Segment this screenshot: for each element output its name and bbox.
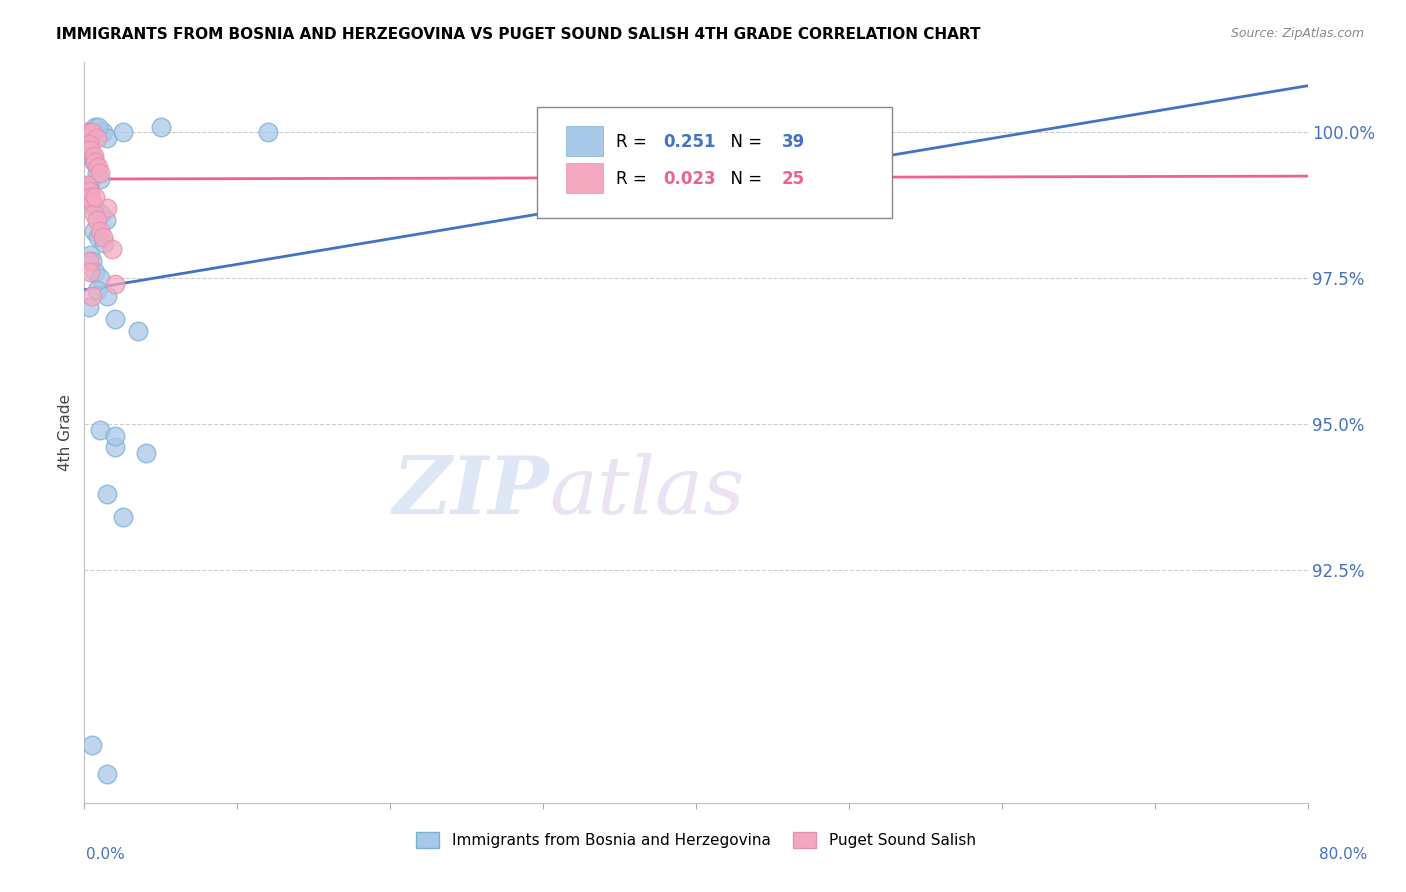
Point bbox=[807, 154, 830, 169]
Point bbox=[79, 184, 101, 198]
Y-axis label: 4th Grade: 4th Grade bbox=[58, 394, 73, 471]
Point bbox=[77, 184, 100, 198]
Legend: Immigrants from Bosnia and Herzegovina, Puget Sound Salish: Immigrants from Bosnia and Herzegovina, … bbox=[411, 826, 981, 855]
Text: N =: N = bbox=[720, 133, 768, 151]
Point bbox=[80, 149, 103, 163]
Point bbox=[257, 125, 280, 139]
Point bbox=[89, 166, 111, 180]
Point bbox=[80, 253, 103, 268]
Text: R =: R = bbox=[616, 133, 652, 151]
Point bbox=[89, 423, 111, 437]
Point bbox=[84, 154, 107, 169]
Point bbox=[91, 125, 114, 139]
Point bbox=[111, 125, 134, 139]
Point bbox=[93, 236, 115, 251]
Point bbox=[101, 242, 124, 256]
Point bbox=[104, 312, 127, 326]
Point bbox=[79, 189, 101, 203]
Point bbox=[76, 125, 98, 139]
Point bbox=[96, 201, 118, 215]
Point bbox=[84, 189, 107, 203]
Point bbox=[104, 428, 127, 442]
Point bbox=[77, 178, 100, 192]
Text: Source: ZipAtlas.com: Source: ZipAtlas.com bbox=[1230, 27, 1364, 40]
Point bbox=[80, 195, 103, 210]
Point bbox=[77, 125, 100, 139]
Point bbox=[87, 120, 110, 134]
FancyBboxPatch shape bbox=[537, 107, 891, 218]
Point bbox=[94, 212, 117, 227]
Point bbox=[80, 195, 103, 210]
Point bbox=[79, 143, 101, 157]
Point bbox=[77, 136, 100, 151]
Text: N =: N = bbox=[720, 169, 768, 187]
Point bbox=[79, 248, 101, 262]
Text: 0.023: 0.023 bbox=[664, 169, 716, 187]
Point bbox=[84, 120, 107, 134]
Text: ZIP: ZIP bbox=[392, 453, 550, 531]
Point bbox=[80, 738, 103, 752]
Point bbox=[77, 300, 100, 314]
Point bbox=[83, 225, 105, 239]
Point bbox=[83, 154, 105, 169]
Point bbox=[79, 265, 101, 279]
Point bbox=[76, 178, 98, 192]
Text: 0.251: 0.251 bbox=[664, 133, 716, 151]
Point bbox=[86, 283, 108, 297]
Point bbox=[90, 207, 112, 221]
Point bbox=[89, 172, 111, 186]
Text: 0.0%: 0.0% bbox=[86, 847, 125, 862]
Point bbox=[84, 201, 107, 215]
Point bbox=[91, 230, 114, 244]
Point bbox=[111, 510, 134, 524]
Point bbox=[135, 446, 157, 460]
Point bbox=[86, 166, 108, 180]
Point bbox=[84, 265, 107, 279]
Point bbox=[89, 225, 111, 239]
Text: atlas: atlas bbox=[550, 453, 745, 531]
Point bbox=[87, 161, 110, 175]
Point bbox=[96, 131, 118, 145]
Point bbox=[86, 131, 108, 145]
Text: 25: 25 bbox=[782, 169, 804, 187]
Point bbox=[96, 487, 118, 501]
FancyBboxPatch shape bbox=[567, 163, 603, 193]
Point bbox=[96, 288, 118, 302]
Point bbox=[80, 288, 103, 302]
Point bbox=[89, 271, 111, 285]
Text: IMMIGRANTS FROM BOSNIA AND HERZEGOVINA VS PUGET SOUND SALISH 4TH GRADE CORRELATI: IMMIGRANTS FROM BOSNIA AND HERZEGOVINA V… bbox=[56, 27, 981, 42]
Point bbox=[80, 125, 103, 139]
FancyBboxPatch shape bbox=[567, 126, 603, 156]
Point bbox=[87, 230, 110, 244]
Point bbox=[77, 253, 100, 268]
Point bbox=[149, 120, 172, 134]
Point bbox=[79, 136, 101, 151]
Text: R =: R = bbox=[616, 169, 652, 187]
Text: 80.0%: 80.0% bbox=[1319, 847, 1367, 862]
Point bbox=[104, 277, 127, 291]
Point bbox=[104, 440, 127, 454]
Point bbox=[127, 324, 149, 338]
Point bbox=[83, 149, 105, 163]
Point bbox=[83, 207, 105, 221]
Point bbox=[96, 766, 118, 780]
Point bbox=[86, 212, 108, 227]
Text: 39: 39 bbox=[782, 133, 804, 151]
